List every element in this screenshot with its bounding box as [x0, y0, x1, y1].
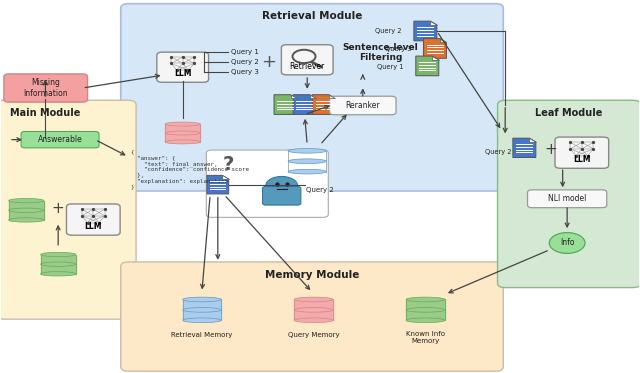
Polygon shape — [513, 138, 536, 157]
Text: Memory Module: Memory Module — [265, 270, 359, 280]
Polygon shape — [310, 95, 316, 98]
Ellipse shape — [406, 307, 445, 312]
Bar — [9, 210, 44, 220]
FancyBboxPatch shape — [282, 45, 333, 75]
Text: +: + — [52, 201, 65, 216]
Bar — [294, 300, 333, 310]
Ellipse shape — [40, 262, 76, 266]
Bar — [182, 300, 221, 310]
FancyBboxPatch shape — [555, 137, 609, 168]
Polygon shape — [416, 56, 439, 76]
Polygon shape — [222, 175, 228, 179]
FancyBboxPatch shape — [0, 100, 136, 319]
Polygon shape — [431, 21, 437, 25]
Text: Sentence-level
Filtering: Sentence-level Filtering — [343, 43, 419, 62]
Ellipse shape — [406, 318, 445, 323]
Text: +: + — [545, 142, 557, 157]
Text: Query 3: Query 3 — [385, 46, 412, 52]
Ellipse shape — [288, 169, 326, 174]
Text: Retrieval Memory: Retrieval Memory — [171, 332, 232, 338]
Ellipse shape — [288, 148, 326, 153]
Ellipse shape — [9, 198, 44, 203]
Text: Main Module: Main Module — [10, 108, 81, 118]
Bar — [165, 124, 200, 133]
Text: Reranker: Reranker — [346, 101, 380, 110]
Bar — [182, 310, 221, 320]
Text: LLM: LLM — [174, 69, 191, 78]
Ellipse shape — [288, 159, 326, 164]
Ellipse shape — [40, 272, 76, 276]
Circle shape — [266, 176, 298, 195]
FancyBboxPatch shape — [67, 204, 120, 235]
Text: LLM: LLM — [84, 222, 102, 231]
Bar — [406, 300, 445, 310]
Text: Query 2: Query 2 — [375, 28, 402, 34]
Ellipse shape — [182, 297, 221, 302]
Polygon shape — [274, 95, 297, 115]
Ellipse shape — [9, 208, 44, 213]
Text: Known Info
Memory: Known Info Memory — [406, 330, 445, 344]
Ellipse shape — [40, 252, 76, 257]
Text: Query 1: Query 1 — [230, 49, 259, 55]
Polygon shape — [414, 21, 437, 41]
Bar — [40, 264, 76, 274]
Ellipse shape — [406, 297, 445, 302]
FancyBboxPatch shape — [21, 132, 99, 148]
Polygon shape — [293, 95, 316, 115]
Polygon shape — [312, 95, 335, 115]
Ellipse shape — [182, 307, 221, 312]
Bar — [288, 161, 326, 172]
Text: ?: ? — [223, 155, 234, 174]
Text: LLM: LLM — [573, 155, 591, 164]
Text: Retrieval Module: Retrieval Module — [262, 11, 362, 21]
Bar — [406, 310, 445, 320]
Bar — [288, 151, 326, 161]
Polygon shape — [291, 95, 297, 98]
Text: Retriever: Retriever — [290, 62, 325, 71]
Polygon shape — [424, 38, 447, 58]
Polygon shape — [433, 56, 439, 60]
Ellipse shape — [294, 307, 333, 312]
Bar — [9, 201, 44, 210]
Text: Query 3: Query 3 — [230, 69, 259, 75]
Ellipse shape — [294, 318, 333, 323]
Text: Query Memory: Query Memory — [288, 332, 339, 338]
FancyBboxPatch shape — [157, 52, 209, 82]
Bar — [294, 310, 333, 320]
FancyBboxPatch shape — [527, 190, 607, 208]
Ellipse shape — [9, 218, 44, 222]
Ellipse shape — [165, 140, 200, 144]
FancyBboxPatch shape — [121, 4, 503, 191]
Ellipse shape — [165, 131, 200, 135]
Ellipse shape — [165, 122, 200, 126]
Text: Answerable: Answerable — [38, 135, 83, 144]
Polygon shape — [529, 138, 536, 142]
FancyBboxPatch shape — [497, 100, 640, 288]
FancyBboxPatch shape — [121, 262, 503, 371]
Text: NLI model: NLI model — [548, 194, 586, 203]
FancyBboxPatch shape — [4, 74, 88, 102]
FancyBboxPatch shape — [206, 150, 328, 217]
Text: Missing
Information: Missing Information — [24, 78, 68, 98]
Polygon shape — [329, 95, 335, 98]
Text: +: + — [261, 53, 276, 71]
Bar — [165, 133, 200, 142]
Text: Query 2: Query 2 — [230, 59, 259, 65]
Bar — [40, 254, 76, 264]
Text: Query 1: Query 1 — [378, 64, 404, 70]
FancyBboxPatch shape — [330, 96, 396, 115]
Circle shape — [549, 233, 585, 253]
Polygon shape — [440, 38, 447, 42]
Text: Info: Info — [560, 238, 574, 247]
Text: Query 2: Query 2 — [485, 148, 511, 154]
Text: {
  "answer": {
    "text": final_answer,
    "confidence": confidence score
  }: { "answer": { "text": final_answer, "con… — [131, 149, 250, 190]
Text: Leaf Module: Leaf Module — [536, 108, 603, 118]
Polygon shape — [207, 175, 228, 194]
Text: Query 2: Query 2 — [306, 187, 334, 193]
Ellipse shape — [182, 318, 221, 323]
Ellipse shape — [294, 297, 333, 302]
FancyBboxPatch shape — [262, 186, 301, 205]
